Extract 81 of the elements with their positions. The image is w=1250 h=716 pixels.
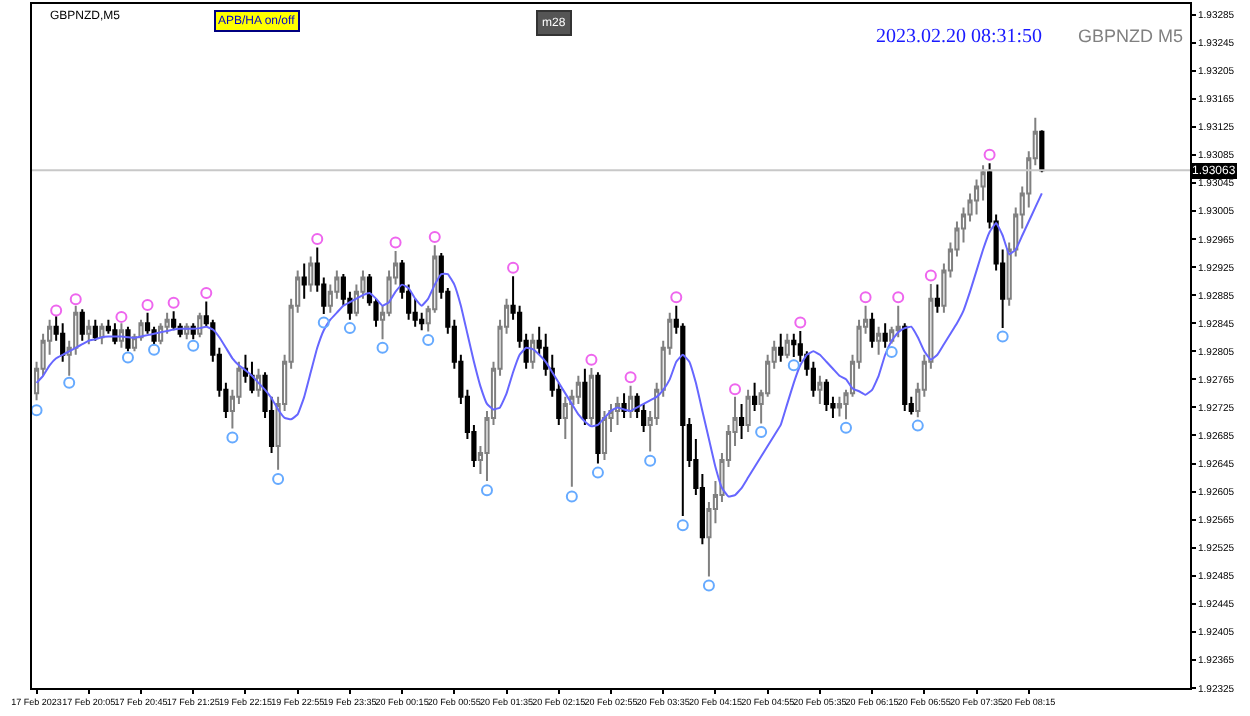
point bbox=[794, 316, 807, 329]
candlestick bbox=[784, 332, 790, 360]
candlestick bbox=[601, 409, 608, 461]
point bbox=[787, 359, 800, 372]
candlestick bbox=[60, 322, 66, 363]
point bbox=[480, 484, 493, 497]
candlestick bbox=[530, 332, 536, 370]
point bbox=[32, 404, 43, 417]
candlestick bbox=[627, 384, 634, 419]
candlestick bbox=[301, 262, 307, 300]
candlestick bbox=[249, 360, 255, 395]
point bbox=[755, 425, 768, 438]
point bbox=[63, 376, 76, 389]
candlestick bbox=[745, 388, 751, 433]
point bbox=[983, 148, 996, 161]
candlestick bbox=[895, 304, 901, 339]
candlestick bbox=[125, 325, 131, 353]
candlestick bbox=[86, 318, 92, 346]
point bbox=[115, 310, 128, 323]
candlestick bbox=[752, 381, 758, 412]
candlestick bbox=[823, 378, 830, 412]
candlestick bbox=[92, 318, 98, 342]
point bbox=[892, 291, 905, 304]
candlestick bbox=[197, 311, 203, 339]
point bbox=[670, 291, 683, 304]
point bbox=[911, 419, 924, 432]
point bbox=[343, 322, 356, 335]
point bbox=[644, 454, 657, 467]
candlestick bbox=[621, 392, 627, 419]
point bbox=[317, 316, 330, 329]
point bbox=[200, 287, 213, 300]
point bbox=[187, 339, 200, 352]
point bbox=[428, 230, 441, 243]
point bbox=[311, 233, 324, 246]
candlestick bbox=[614, 395, 621, 426]
point bbox=[226, 431, 239, 444]
point bbox=[924, 269, 937, 282]
point bbox=[702, 579, 715, 592]
point bbox=[376, 341, 389, 354]
candlestick bbox=[791, 332, 797, 358]
candlestick bbox=[836, 395, 843, 418]
point bbox=[422, 334, 435, 347]
candlestick bbox=[738, 402, 745, 440]
candlestick bbox=[595, 371, 601, 465]
point bbox=[167, 296, 180, 309]
candlestick bbox=[171, 310, 177, 332]
candlestick bbox=[588, 367, 595, 426]
point bbox=[996, 330, 1009, 343]
point bbox=[148, 343, 161, 356]
candlestick bbox=[869, 311, 875, 349]
point bbox=[69, 293, 82, 306]
text: GBPNZD M5 bbox=[1078, 26, 1184, 46]
candlestick bbox=[876, 325, 882, 356]
point bbox=[591, 466, 604, 479]
point bbox=[624, 371, 637, 384]
point bbox=[859, 291, 872, 304]
point bbox=[885, 345, 898, 358]
candlestick bbox=[902, 322, 908, 412]
candlestick bbox=[99, 322, 105, 346]
candlestick bbox=[817, 374, 823, 405]
candlestick bbox=[778, 332, 784, 363]
point bbox=[389, 236, 402, 249]
candlestick bbox=[79, 308, 85, 342]
candlestick bbox=[882, 322, 888, 349]
candlestick bbox=[308, 255, 314, 293]
line-series bbox=[35, 192, 1043, 498]
point bbox=[272, 472, 285, 485]
candlestick bbox=[934, 283, 940, 314]
point bbox=[729, 383, 742, 396]
point bbox=[121, 351, 134, 364]
candlestick bbox=[1039, 129, 1045, 172]
candlestick bbox=[582, 367, 588, 426]
point bbox=[585, 353, 598, 366]
point bbox=[565, 490, 578, 503]
candlestick bbox=[118, 322, 125, 349]
point bbox=[676, 519, 689, 532]
point bbox=[507, 261, 520, 274]
point bbox=[840, 421, 852, 434]
annotation: 2023.02.20 08:31:50 bbox=[876, 26, 1043, 48]
point bbox=[50, 304, 63, 317]
point bbox=[141, 298, 154, 311]
